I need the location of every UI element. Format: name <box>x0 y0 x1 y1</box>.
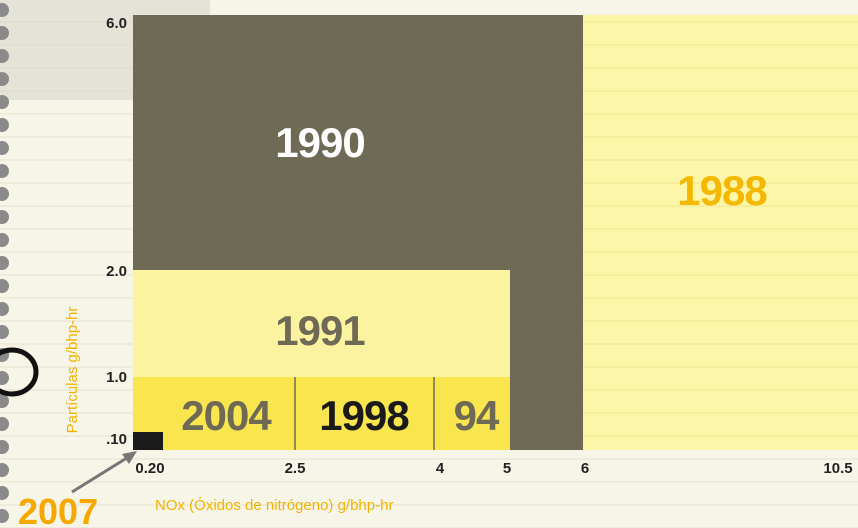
x-axis-title: NOx (Óxidos de nitrógeno) g/bhp-hr <box>155 497 393 514</box>
region-label: 1988 <box>677 167 767 214</box>
y-tick-label: 2.0 <box>106 263 127 280</box>
region-label: 1991 <box>275 307 365 354</box>
callout-label: 2007 <box>18 491 98 528</box>
x-tick-label: 6 <box>581 460 589 477</box>
y-tick-label: .10 <box>106 431 127 448</box>
x-tick-label: 2.5 <box>285 460 306 477</box>
region-label: 1998 <box>319 392 409 439</box>
y-axis-title: Partículas g/bhp-hr <box>64 307 81 434</box>
y-tick-label: 6.0 <box>106 15 127 32</box>
binder-holes <box>0 3 9 523</box>
region-label: 2004 <box>181 392 272 439</box>
region-label: 1990 <box>275 119 364 166</box>
x-tick-label: 5 <box>503 460 511 477</box>
region-2007 <box>133 432 163 450</box>
region-label: 94 <box>454 392 500 439</box>
chart: 1988 1990 1991 2004 1998 94 6.0 2.0 1.0 … <box>0 0 858 528</box>
x-tick-label: 10.5 <box>823 460 852 477</box>
x-tick-label: 4 <box>436 460 445 477</box>
y-tick-label: 1.0 <box>106 369 127 386</box>
x-tick-label: 0.20 <box>135 460 164 477</box>
